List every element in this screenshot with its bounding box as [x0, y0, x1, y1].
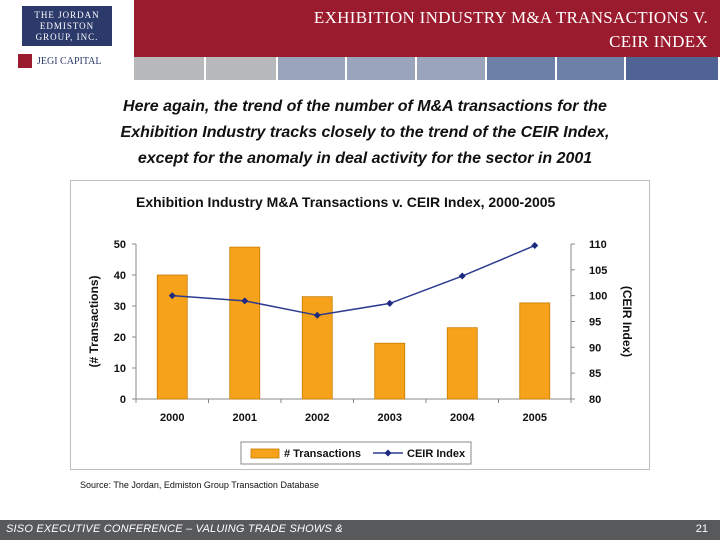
- band-segment: [347, 57, 416, 80]
- band-segment: [277, 57, 346, 80]
- logo-line: THE JORDAN: [34, 9, 100, 20]
- y2-axis-label: (CEIR Index): [620, 286, 634, 357]
- source-note: Source: The Jordan, Edmiston Group Trans…: [80, 480, 319, 490]
- point-ceir-index: [313, 311, 321, 319]
- point-ceir-index: [386, 299, 394, 307]
- logo-secondary-text: JEGI CAPITAL: [37, 55, 102, 67]
- decorative-band: [134, 57, 720, 80]
- bar-transactions: [229, 246, 261, 400]
- lead-text: Here again, the trend of the number of M…: [60, 94, 670, 172]
- company-logo: THE JORDAN EDMISTON GROUP, INC. JEGI CAP…: [0, 0, 134, 80]
- point-ceir-index: [531, 242, 539, 250]
- logo-line: EDMISTON: [39, 20, 95, 31]
- y2-tick-label: 80: [589, 394, 601, 406]
- line-ceir-index: [172, 244, 536, 317]
- slide-title: EXHIBITION INDUSTRY M&A TRANSACTIONS V. …: [314, 6, 708, 54]
- jegi-capital-logo: JEGI CAPITAL: [18, 54, 101, 68]
- y-tick-label: 10: [114, 363, 126, 375]
- y2-tick-label: 90: [589, 342, 601, 354]
- slide-header: THE JORDAN EDMISTON GROUP, INC. JEGI CAP…: [0, 0, 720, 80]
- band-segment: [626, 57, 718, 80]
- legend-label-transactions: # Transactions: [284, 448, 361, 460]
- lead-line3: except for the anomaly in deal activity …: [137, 150, 593, 167]
- slide-footer: SISO EXECUTIVE CONFERENCE – VALUING TRAD…: [0, 520, 720, 540]
- chart-frame: Exhibition Industry M&A Transactions v. …: [70, 180, 650, 470]
- y-axis-label: (# Transactions): [87, 275, 101, 367]
- combo-chart: Exhibition Industry M&A Transactions v. …: [87, 194, 634, 465]
- x-tick-label: 2001: [233, 412, 257, 424]
- y-tick-label: 20: [114, 332, 126, 344]
- band-segment: [205, 57, 276, 80]
- jegi-logo-block: THE JORDAN EDMISTON GROUP, INC.: [22, 6, 112, 46]
- lead-line1: Here again, the trend of the number of M…: [123, 98, 607, 115]
- point-ceir-index: [168, 292, 176, 300]
- band-segment: [134, 57, 204, 80]
- y-tick-label: 30: [114, 301, 126, 313]
- bar-transactions: [446, 327, 478, 400]
- bar-transactions: [374, 342, 406, 400]
- x-tick-label: 2004: [450, 412, 475, 424]
- y2-tick-label: 110: [589, 239, 607, 251]
- point-ceir-index: [458, 272, 466, 280]
- legend-box: [240, 441, 472, 465]
- legend-swatch-transactions: [250, 448, 280, 459]
- lead-line2: Exhibition Industry tracks closely to th…: [120, 124, 610, 141]
- bar-transactions: [519, 302, 551, 400]
- y2-tick-label: 105: [589, 265, 607, 277]
- x-tick-label: 2000: [160, 412, 184, 424]
- y2-tick-label: 95: [589, 317, 601, 329]
- footer-text: SISO EXECUTIVE CONFERENCE – VALUING TRAD…: [6, 523, 343, 535]
- y2-tick-label: 100: [589, 291, 607, 303]
- slide-title-line2: CEIR INDEX: [609, 32, 708, 51]
- y2-tick-label: 85: [589, 368, 601, 380]
- legend-label-ceir: CEIR Index: [407, 448, 466, 460]
- x-tick-label: 2002: [305, 412, 329, 424]
- y-tick-label: 40: [114, 270, 126, 282]
- y-tick-label: 0: [120, 394, 126, 406]
- band-segment: [556, 57, 625, 80]
- x-tick-label: 2003: [378, 412, 402, 424]
- logo-line: GROUP, INC.: [35, 31, 99, 42]
- point-ceir-index: [241, 297, 249, 305]
- slide-title-line1: EXHIBITION INDUSTRY M&A TRANSACTIONS V.: [313, 8, 708, 27]
- band-segment: [417, 57, 485, 80]
- band-segment: [486, 57, 555, 80]
- title-band: EXHIBITION INDUSTRY M&A TRANSACTIONS V. …: [134, 0, 720, 57]
- legend-marker-ceir: [384, 449, 392, 457]
- page-number: 21: [695, 523, 708, 535]
- y-tick-label: 50: [114, 239, 126, 251]
- x-tick-label: 2005: [523, 412, 547, 424]
- chart-title: Exhibition Industry M&A Transactions v. …: [136, 194, 556, 210]
- capital-mark-icon: [18, 54, 32, 68]
